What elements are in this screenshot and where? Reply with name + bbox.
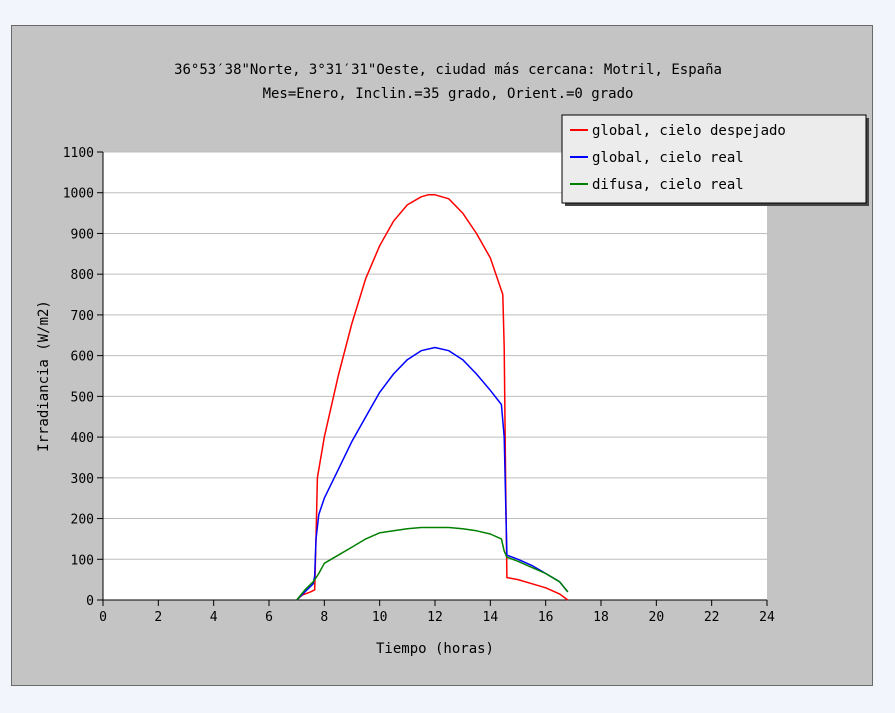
x-tick-label: 18 <box>593 610 609 625</box>
chart-title: 36°53′38"Norte, 3°31′31"Oeste, ciudad má… <box>174 62 722 78</box>
y-tick-label: 1000 <box>63 187 94 202</box>
y-tick-label: 600 <box>71 350 94 365</box>
y-tick-label: 900 <box>71 227 94 242</box>
y-tick-label: 500 <box>71 390 94 405</box>
y-tick-label: 0 <box>86 594 94 609</box>
x-tick-label: 6 <box>265 610 273 625</box>
x-tick-label: 4 <box>210 610 218 625</box>
x-tick-label: 2 <box>154 610 162 625</box>
series-line-3 <box>296 526 569 601</box>
legend-box <box>561 114 867 204</box>
legend-label: difusa, cielo real <box>592 177 744 193</box>
y-tick-label: 1100 <box>63 146 94 161</box>
x-tick-label: 10 <box>372 610 388 625</box>
series-lines <box>296 194 569 601</box>
x-tick-label: 14 <box>483 610 499 625</box>
x-tick-label: 0 <box>99 610 107 625</box>
series-line-1 <box>296 194 569 601</box>
line-chart: 36°53′38"Norte, 3°31′31"Oeste, ciudad má… <box>36 62 869 657</box>
legend: global, cielo despejado global, cielo rea… <box>561 114 869 206</box>
chart-subtitle: Mes=Enero, Inclin.=35 grado, Orient.=0 g… <box>263 86 634 102</box>
y-tick-label: 300 <box>71 472 94 487</box>
plot-area <box>103 152 767 600</box>
x-axis-label: Tiempo (horas) <box>376 641 494 657</box>
y-tick-label: 400 <box>71 431 94 446</box>
legend-label: global, cielo despejado <box>592 123 786 139</box>
x-tick-label: 16 <box>538 610 554 625</box>
x-tick-label: 8 <box>320 610 328 625</box>
x-tick-label: 24 <box>759 610 775 625</box>
legend-label: global, cielo real <box>592 150 744 166</box>
y-tick-label: 200 <box>71 513 94 528</box>
y-tick-label: 100 <box>71 553 94 568</box>
x-tick-label: 20 <box>649 610 665 625</box>
chart-frame: 36°53′38"Norte, 3°31′31"Oeste, ciudad má… <box>11 25 873 686</box>
y-tick-label: 800 <box>71 268 94 283</box>
x-tick-label: 22 <box>704 610 720 625</box>
y-axis-label: Irradiancia (W/m2) <box>36 300 52 452</box>
y-tick-label: 700 <box>71 309 94 324</box>
series-line-2 <box>296 346 569 601</box>
x-tick-label: 12 <box>427 610 443 625</box>
